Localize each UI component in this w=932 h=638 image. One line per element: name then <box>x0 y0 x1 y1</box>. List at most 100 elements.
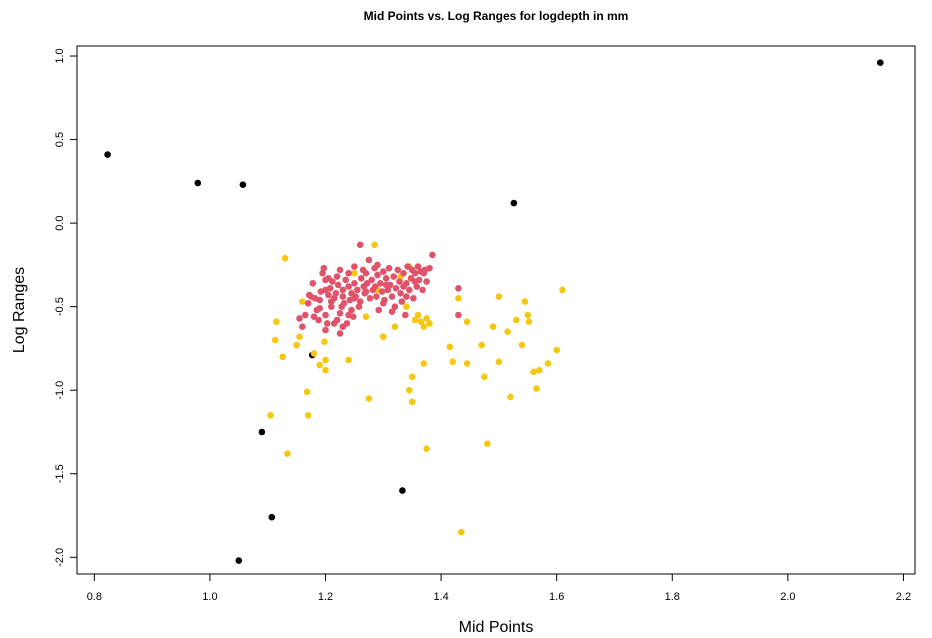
data-point <box>404 263 411 270</box>
data-point <box>429 251 436 259</box>
data-point <box>194 179 202 187</box>
data-point <box>414 311 422 319</box>
data-point <box>336 310 344 317</box>
y-axis-label: Log Ranges <box>11 267 28 353</box>
data-point <box>339 293 347 300</box>
data-point <box>463 360 471 367</box>
data-point <box>356 298 364 305</box>
data-point <box>455 295 462 302</box>
data-point <box>518 341 526 349</box>
data-point <box>355 303 363 311</box>
data-point <box>420 360 428 367</box>
chart-title: Mid Points vs. Log Ranges for logdepth i… <box>364 9 629 23</box>
data-point <box>356 241 364 249</box>
data-point <box>351 263 358 270</box>
data-point <box>420 323 428 331</box>
data-point <box>382 281 390 289</box>
data-point <box>302 311 309 319</box>
data-point <box>423 315 430 322</box>
data-point <box>382 275 390 282</box>
data-point <box>380 333 387 341</box>
data-point <box>258 428 266 436</box>
data-point <box>345 311 352 319</box>
data-point <box>524 311 532 319</box>
data-point <box>388 308 396 316</box>
data-point <box>366 295 374 302</box>
data-point <box>417 318 425 326</box>
data-point <box>330 295 338 302</box>
data-point <box>481 373 488 381</box>
y-tick-label: 0.0 <box>54 215 66 230</box>
data-point <box>322 311 329 319</box>
data-point <box>533 385 540 392</box>
data-point <box>373 293 380 300</box>
data-point <box>351 280 358 287</box>
data-point <box>525 318 533 326</box>
data-point <box>332 290 340 297</box>
data-point <box>394 266 402 274</box>
data-point <box>408 398 416 406</box>
data-point <box>495 293 503 300</box>
data-point <box>281 254 289 262</box>
data-point <box>362 313 370 321</box>
data-point <box>322 356 329 364</box>
x-tick-label: 0.8 <box>87 591 102 603</box>
data-point <box>271 336 279 344</box>
data-point <box>316 305 324 312</box>
data-point <box>512 316 520 324</box>
data-point <box>322 326 329 334</box>
data-point <box>368 276 376 284</box>
x-tick-label: 1.0 <box>202 591 217 603</box>
data-point <box>322 366 329 374</box>
data-point <box>296 315 303 322</box>
data-point <box>397 290 404 297</box>
data-point <box>388 293 396 300</box>
data-point <box>340 300 348 307</box>
data-point <box>384 286 392 294</box>
data-point <box>449 358 457 366</box>
data-point <box>342 276 350 284</box>
data-point <box>307 293 315 300</box>
y-tick-label: 0.5 <box>54 132 66 147</box>
data-point <box>358 275 365 282</box>
data-point <box>325 275 332 282</box>
data-points <box>104 59 884 564</box>
data-point <box>510 199 518 207</box>
data-point <box>423 445 430 453</box>
data-point <box>396 278 403 285</box>
data-point <box>354 286 361 294</box>
x-tick-label: 1.2 <box>318 591 333 603</box>
data-point <box>273 318 280 326</box>
y-tick-label: -2.0 <box>54 548 66 567</box>
data-point <box>299 298 306 305</box>
data-point <box>484 440 491 448</box>
data-point <box>403 303 410 311</box>
data-point <box>458 528 465 536</box>
data-point <box>390 273 398 280</box>
data-point <box>304 412 312 419</box>
data-point <box>363 280 371 287</box>
data-point <box>406 386 413 394</box>
x-tick-label: 2.0 <box>780 591 795 603</box>
data-point <box>489 323 497 331</box>
x-tick-label: 1.8 <box>665 591 680 603</box>
data-point <box>304 300 312 307</box>
data-point <box>411 316 419 324</box>
data-point <box>322 286 329 294</box>
data-point <box>315 316 322 324</box>
data-point <box>374 261 381 269</box>
data-point <box>279 353 287 361</box>
data-point <box>339 323 347 331</box>
data-point <box>559 286 566 294</box>
data-point <box>377 280 384 287</box>
data-point <box>398 298 406 305</box>
data-point <box>521 298 529 305</box>
plot-frame <box>76 45 916 575</box>
data-point <box>267 412 274 419</box>
data-point <box>299 323 306 331</box>
data-point <box>374 271 381 279</box>
data-point <box>419 286 426 294</box>
data-point <box>426 320 433 327</box>
data-point <box>239 181 247 188</box>
data-point <box>310 350 318 357</box>
